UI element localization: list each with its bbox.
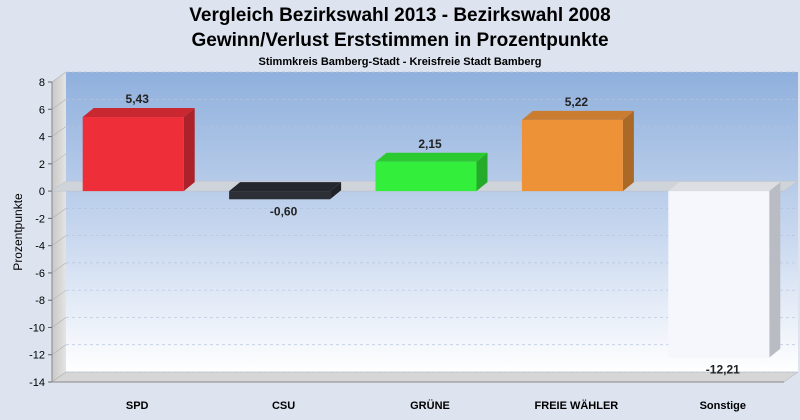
y-tick-label: 6 (39, 104, 45, 116)
gridline-wall (51, 371, 67, 383)
value-labels: 5,43 -0,60 2,15 5,22 -12,21 (126, 92, 741, 377)
bar-sonstige (668, 182, 781, 358)
y-tick-label: -12 (29, 350, 45, 362)
bar-spd (82, 108, 195, 192)
gridline-wall (51, 208, 67, 219)
gridline-wall (51, 344, 67, 355)
bar-front (82, 117, 184, 192)
plot-left-wall (52, 72, 66, 382)
category-label: FREIE WÄHLER (535, 399, 619, 412)
bar-top (82, 108, 195, 118)
chart-title: Vergleich Bezirkswahl 2013 - Bezirkswahl… (189, 5, 610, 26)
bar-side (769, 182, 781, 358)
gridline-wall (51, 235, 67, 246)
y-tick-label: -14 (29, 377, 45, 389)
y-tick-label: -8 (35, 295, 45, 307)
value-label: -12,21 (706, 363, 740, 377)
y-tick-label: -6 (35, 268, 45, 280)
gridline-wall (51, 99, 67, 110)
y-tick-label: 4 (39, 132, 45, 144)
category-labels: SPD CSU GRÜNE FREIE WÄHLER Sonstige (126, 399, 746, 412)
bar-front (668, 191, 770, 358)
bar-side (622, 110, 634, 192)
bar-csu (229, 182, 342, 200)
category-label: Sonstige (700, 400, 746, 412)
gridline-wall (51, 262, 67, 274)
bar-front (375, 161, 477, 192)
gridline-wall (51, 153, 67, 165)
category-label: CSU (272, 400, 295, 412)
bar-side (330, 182, 342, 200)
chart-caption: Stimmkreis Bamberg-Stadt - Kreisfreie St… (258, 56, 541, 68)
bar-top (521, 110, 634, 120)
value-label: 5,43 (126, 92, 150, 106)
y-axis-label: Prozentpunkte (11, 193, 25, 271)
category-label: GRÜNE (410, 399, 450, 412)
y-axis-ticks: 8 6 4 2 0 -2 -4 -6 -8 -10 -12 -14 (29, 77, 52, 389)
bar-front (521, 119, 623, 192)
bar-side (183, 108, 195, 192)
plot-floor (51, 371, 799, 383)
value-label: 5,22 (565, 95, 589, 109)
bar-front (229, 191, 331, 200)
gridline-wall (51, 71, 67, 83)
value-label: 2,15 (418, 137, 442, 151)
value-label: -0,60 (270, 204, 298, 218)
y-tick-label: -2 (35, 213, 45, 225)
bar-freie-w-hler (521, 110, 634, 192)
y-tick-label: -10 (29, 322, 45, 334)
y-tick-label: 0 (39, 186, 45, 198)
gridline-wall (51, 289, 67, 301)
bar-top (375, 152, 488, 162)
bar-top (229, 182, 342, 192)
gridline-wall (51, 317, 67, 328)
y-tick-label: -4 (35, 241, 45, 253)
bar-gr-ne (375, 152, 488, 192)
chart-subtitle: Gewinn/Verlust Erststimmen in Prozentpun… (191, 30, 608, 51)
y-tick-label: 2 (39, 159, 45, 171)
category-label: SPD (126, 400, 149, 412)
y-tick-label: 8 (39, 77, 45, 89)
bar-side (476, 152, 488, 192)
bar-top (668, 182, 781, 192)
bars (82, 108, 781, 358)
gridline-wall (51, 126, 67, 137)
